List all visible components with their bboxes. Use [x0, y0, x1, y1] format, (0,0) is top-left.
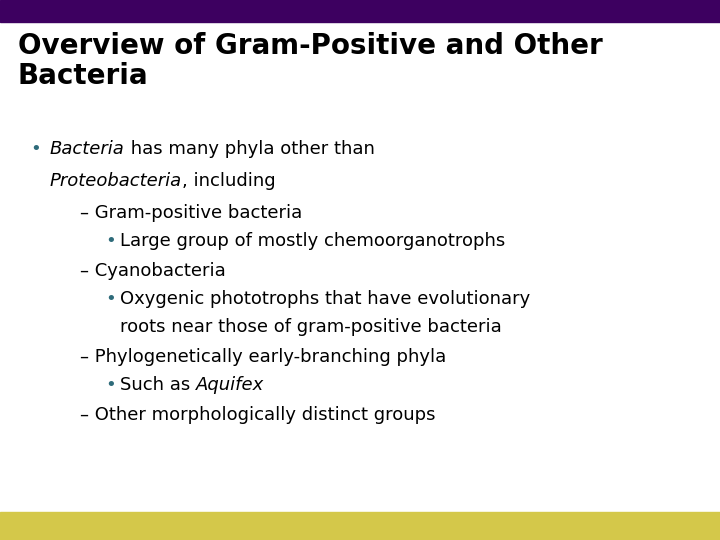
Bar — [0, 512, 720, 540]
Text: •: • — [30, 140, 41, 158]
Text: Bacteria: Bacteria — [18, 62, 148, 90]
Text: roots near those of gram-positive bacteria: roots near those of gram-positive bacter… — [120, 318, 502, 336]
Text: Oxygenic phototrophs that have evolutionary: Oxygenic phototrophs that have evolution… — [120, 290, 530, 308]
Text: Such as: Such as — [120, 376, 196, 394]
Text: Overview of Gram-Positive and Other: Overview of Gram-Positive and Other — [18, 32, 603, 60]
Text: •: • — [105, 376, 116, 394]
Text: Large group of mostly chemoorganotrophs: Large group of mostly chemoorganotrophs — [120, 232, 505, 250]
Text: Proteobacteria: Proteobacteria — [50, 172, 182, 190]
Text: – Other morphologically distinct groups: – Other morphologically distinct groups — [80, 406, 436, 424]
Text: •: • — [105, 290, 116, 308]
Text: – Cyanobacteria: – Cyanobacteria — [80, 262, 226, 280]
Text: Aquifex: Aquifex — [196, 376, 264, 394]
Text: , including: , including — [182, 172, 276, 190]
Text: – Gram-positive bacteria: – Gram-positive bacteria — [80, 204, 302, 222]
Text: •: • — [105, 232, 116, 250]
Text: Bacteria: Bacteria — [50, 140, 125, 158]
Text: has many phyla other than: has many phyla other than — [125, 140, 374, 158]
Text: – Phylogenetically early-branching phyla: – Phylogenetically early-branching phyla — [80, 348, 446, 366]
Text: © 2012 Pearson Education, Inc.: © 2012 Pearson Education, Inc. — [10, 521, 187, 531]
Bar — [0, 0, 720, 22]
